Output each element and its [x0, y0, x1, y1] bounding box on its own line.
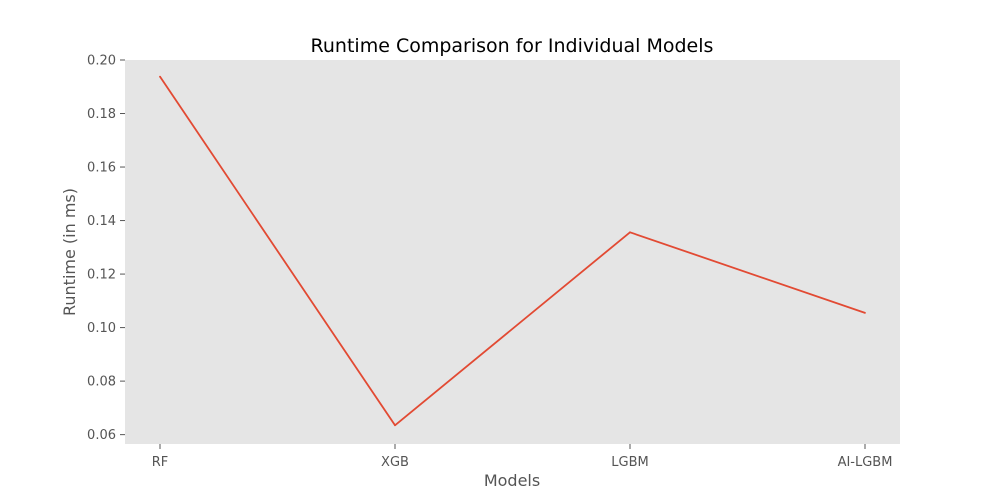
x-axis: RF XGB LGBM AI-LGBM [152, 444, 893, 470]
y-tick-label: 0.10 [87, 321, 116, 336]
x-tick-label: AI-LGBM [838, 455, 893, 470]
y-axis-label: Runtime (in ms) [60, 188, 79, 316]
x-tick-label: XGB [381, 455, 409, 470]
x-tick-label: RF [152, 455, 169, 470]
data-point [159, 75, 161, 78]
plot-area [125, 60, 900, 444]
y-tick-label: 0.20 [87, 54, 116, 69]
x-tick-label: LGBM [611, 455, 648, 470]
chart-title: Runtime Comparison for Individual Models [311, 35, 714, 57]
x-axis-label: Models [484, 471, 540, 490]
y-tick-label: 0.08 [87, 375, 116, 390]
y-tick-label: 0.12 [87, 268, 116, 283]
series-group [159, 75, 866, 427]
y-tick-label: 0.18 [87, 107, 116, 122]
data-point [864, 311, 866, 314]
y-tick-label: 0.16 [87, 161, 116, 176]
series-line [159, 76, 866, 427]
y-tick-label: 0.14 [87, 214, 116, 229]
data-point [394, 424, 396, 427]
y-axis: 0.06 0.08 0.10 0.12 0.14 0.16 0.18 0.20 [87, 54, 125, 443]
data-point [629, 231, 631, 234]
y-tick-label: 0.06 [87, 428, 116, 443]
